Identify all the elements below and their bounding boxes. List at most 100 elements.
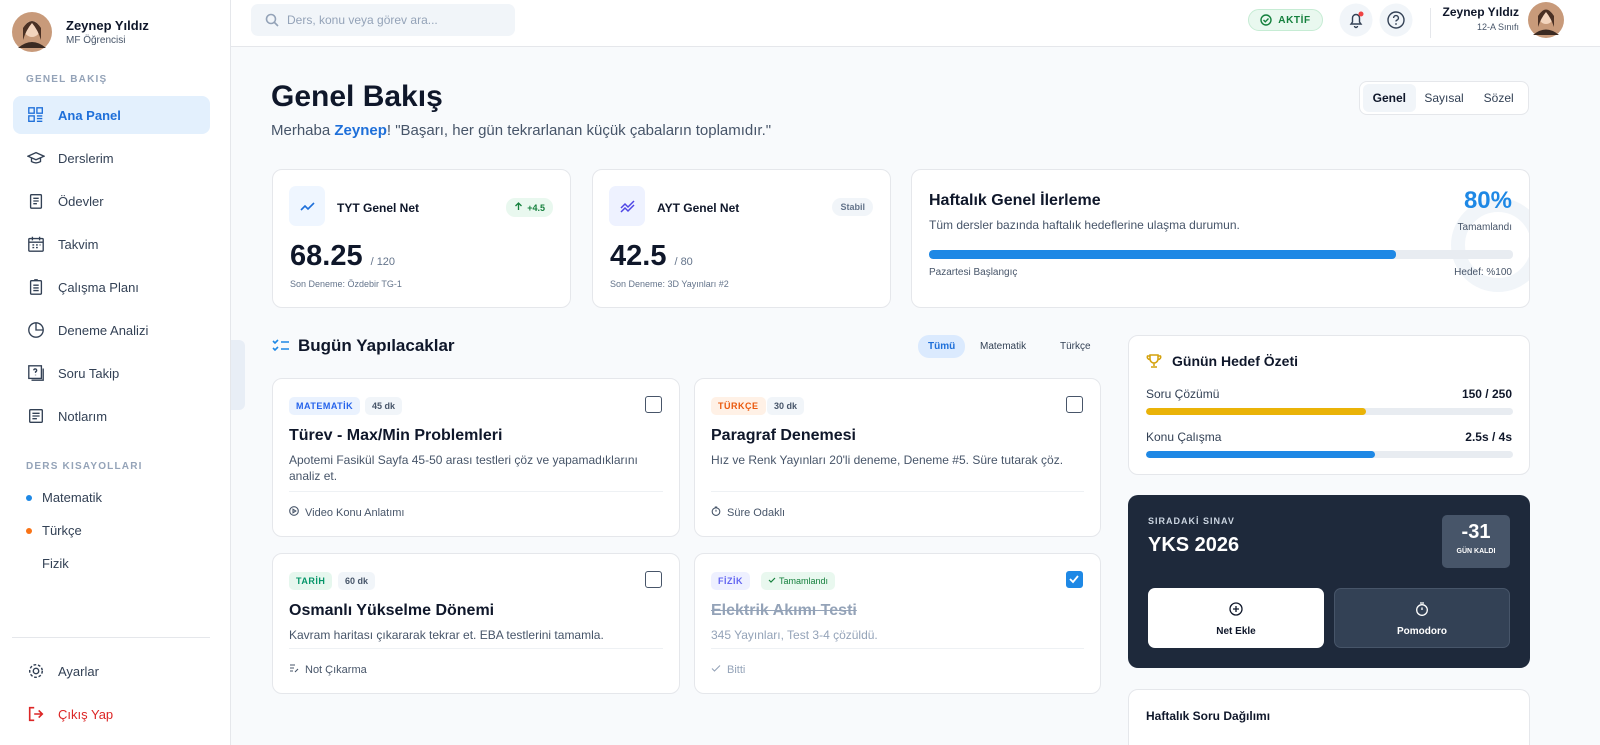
- progress-status: Tamamlandı: [1457, 222, 1512, 233]
- task-footer: Video Konu Anlatımı: [289, 506, 404, 519]
- nav-item[interactable]: Ana Panel: [13, 96, 210, 134]
- nav-icon: [29, 279, 43, 295]
- countdown: -31: [1461, 521, 1491, 543]
- task-card: FİZİK Tamamlandı Elektrik Akımı Testi 345 Y…: [694, 553, 1101, 694]
- nav-label: Derslerim: [58, 150, 114, 166]
- subject-badge: TARİH: [289, 572, 333, 590]
- stat-total: / 120: [370, 256, 396, 268]
- subject-badge: FİZİK: [711, 572, 750, 590]
- shortcut[interactable]: Fizik: [26, 556, 69, 571]
- add-net-button[interactable]: Net Ekle: [1148, 588, 1324, 648]
- goal-name: Konu Çalışma: [1146, 430, 1222, 444]
- goal-track: [1146, 451, 1513, 458]
- countdown-label: GÜN KALDI: [1456, 548, 1496, 555]
- settings-label: Ayarlar: [58, 663, 99, 679]
- shortcut[interactable]: Türkçe: [26, 523, 82, 538]
- badge-text: +4.5: [527, 203, 545, 213]
- progress-track: [929, 250, 1513, 259]
- pomodoro-button[interactable]: Pomodoro: [1334, 588, 1510, 648]
- countdown-box: -31 GÜN KALDI: [1442, 515, 1510, 568]
- stat-card: AYT Genel Net Stabil 42.5 / 80 Son Deneme: 3…: [592, 169, 891, 308]
- task-footer: Süre Odaklı: [711, 506, 785, 519]
- goal-fill: [1146, 451, 1376, 458]
- notification-button[interactable]: [1339, 3, 1373, 37]
- subject-badge: MATEMATİK: [289, 397, 361, 415]
- todo-title: Bugün Yapılacaklar: [298, 336, 455, 355]
- filter[interactable]: Tümü: [918, 335, 966, 358]
- goal-name: Soru Çözümü: [1146, 387, 1220, 401]
- plus-icon: [1229, 602, 1243, 616]
- shortcut-dot: [26, 527, 32, 534]
- quote: ! "Başarı, her gün tekrarlanan küçük çab…: [386, 122, 772, 139]
- divider: [1430, 8, 1431, 38]
- logout-link[interactable]: Çıkış Yap: [13, 695, 210, 733]
- footer-icon: [711, 663, 721, 676]
- search-placeholder: Ders, konu veya görev ara...: [287, 13, 438, 27]
- badge-text: 60 dk: [345, 576, 369, 586]
- task-description: Apotemi Fasikül Sayfa 45-50 arası testle…: [289, 453, 638, 483]
- goal-fill: [1146, 408, 1367, 415]
- tab[interactable]: Genel: [1363, 84, 1416, 112]
- section-title: DERS KISAYOLLARI: [26, 461, 143, 472]
- shortcut[interactable]: Matematik: [26, 490, 102, 505]
- stat-value-row: 42.5 / 80: [610, 240, 693, 273]
- task-checkbox[interactable]: [645, 571, 662, 588]
- tab[interactable]: Sayısal: [1424, 91, 1464, 105]
- task-title: Paragraf Denemesi: [711, 427, 856, 444]
- card-description: Tüm dersler bazında haftalık hedeflerine…: [929, 218, 1240, 232]
- header: Ders, konu veya görev ara... AKTİF Zeyne…: [231, 0, 1600, 47]
- task-title: Osmanlı Yükselme Dönemi: [289, 602, 495, 619]
- badge-text: 45 dk: [372, 401, 396, 411]
- status-text: AKTİF: [1278, 14, 1311, 26]
- progress-start: Pazartesi Başlangıç: [929, 267, 1018, 278]
- nav-item[interactable]: Soru Takip: [13, 354, 210, 392]
- nav-item[interactable]: Deneme Analizi: [13, 311, 210, 349]
- duration-badge: 30 dk: [767, 397, 805, 415]
- card-title: Haftalık Soru Dağılımı: [1146, 709, 1271, 723]
- divider: [289, 491, 663, 492]
- help-button[interactable]: [1379, 3, 1413, 37]
- nav-item[interactable]: Takvim: [13, 225, 210, 263]
- stat-value: 68.25: [290, 240, 363, 272]
- nav-item[interactable]: Notlarım: [13, 397, 210, 435]
- footer-icon: [289, 506, 299, 519]
- duration-badge: Tamamlandı: [761, 572, 836, 590]
- shortcut-label: Türkçe: [42, 523, 82, 538]
- nav-label: Notlarım: [58, 408, 108, 424]
- header-avatar[interactable]: [1528, 2, 1564, 38]
- greeting: Merhaba Zeynep! "Başarı, her gün tekrarl…: [271, 122, 771, 139]
- progress-target: Hedef: %100: [1454, 267, 1512, 278]
- nav-item[interactable]: Ödevler: [13, 182, 210, 220]
- footer-text: Video Konu Anlatımı: [305, 506, 405, 519]
- page-title: Genel Bakış: [271, 80, 443, 113]
- filter[interactable]: Türkçe: [1060, 341, 1091, 352]
- nav-icon: [28, 236, 44, 252]
- task-checkbox[interactable]: [1066, 571, 1083, 588]
- button-label: Pomodoro: [1397, 626, 1447, 637]
- tab[interactable]: Sözel: [1483, 91, 1514, 105]
- nav-label: Deneme Analizi: [58, 322, 149, 338]
- settings-link[interactable]: Ayarlar: [13, 652, 210, 690]
- shortcut-dot: [26, 494, 32, 501]
- daily-goals-card: Günün Hedef Özeti Soru Çözümü 150 / 250 Ko…: [1128, 335, 1530, 475]
- filter[interactable]: Matematik: [980, 341, 1027, 352]
- stat-card: TYT Genel Net +4.5 68.25 / 120 Son Deneme: Ö…: [272, 169, 571, 308]
- nav-item[interactable]: Çalışma Planı: [13, 268, 210, 306]
- footer-text: Süre Odaklı: [727, 506, 786, 519]
- tab-group: Genel Sayısal Sözel: [1359, 81, 1529, 115]
- task-checkbox[interactable]: [645, 396, 662, 413]
- task-checkbox[interactable]: [1066, 396, 1083, 413]
- task-card: TARİH 60 dk Osmanlı Yükselme Dönemi Kavram …: [272, 553, 680, 694]
- footer-text: Bitti: [727, 663, 746, 676]
- header-user-class: 12-A Sınıfı: [1476, 22, 1519, 32]
- search-box[interactable]: Ders, konu veya görev ara...: [251, 4, 515, 36]
- nav-item[interactable]: Derslerim: [13, 139, 210, 177]
- divider: [711, 648, 1084, 649]
- sidebar: Zeynep Yıldız MF Öğrencisi GENEL BAKIŞ D…: [0, 0, 231, 745]
- scroll-handle[interactable]: [231, 340, 245, 410]
- shortcut-label: Matematik: [42, 490, 102, 505]
- goal-value: 150 / 250: [1461, 387, 1512, 401]
- nav-icon: [27, 151, 45, 164]
- badge-text: 30 dk: [774, 401, 798, 411]
